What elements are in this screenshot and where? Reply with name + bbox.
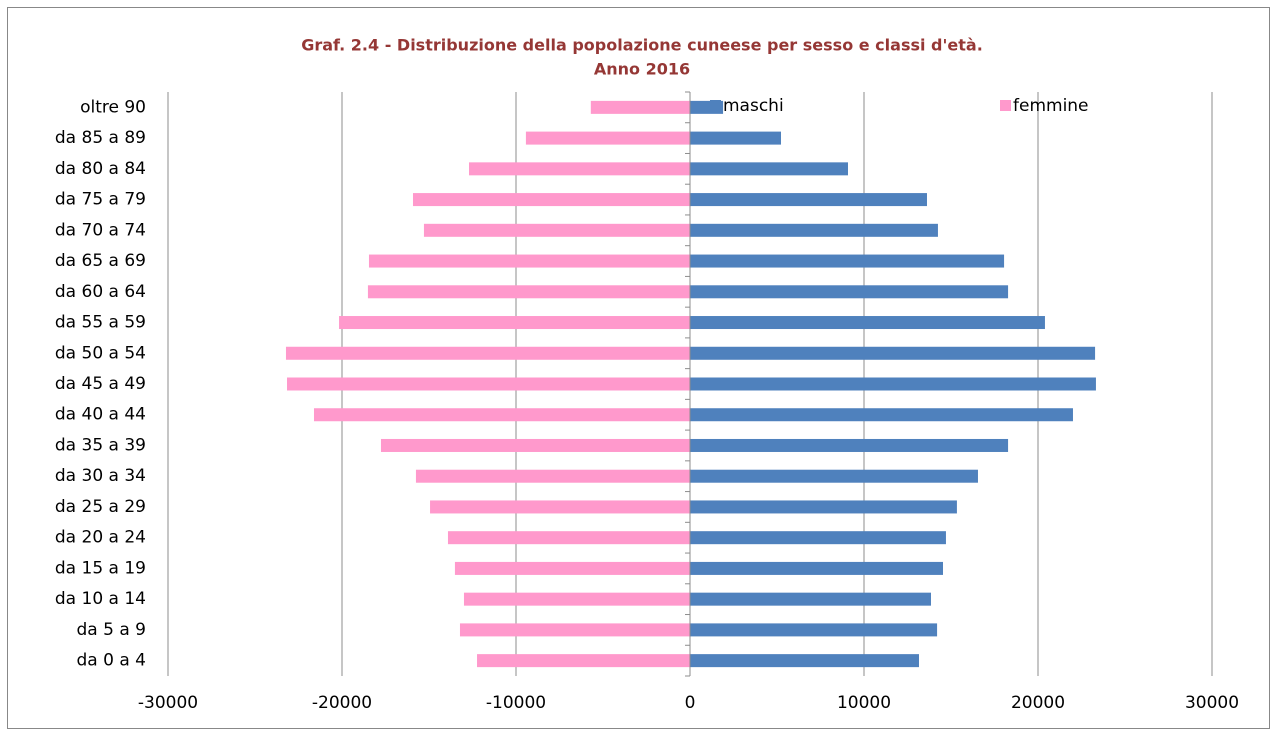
y-tick-label: da 60 a 64 — [55, 282, 146, 302]
bar — [690, 131, 782, 145]
y-tick-label: da 35 a 39 — [55, 435, 146, 455]
y-tick-label: da 85 a 89 — [55, 128, 146, 148]
y-tick-label: da 10 a 14 — [55, 589, 146, 609]
x-tick-label: -10000 — [486, 693, 546, 713]
bar — [454, 561, 690, 575]
y-tick-label: da 5 a 9 — [77, 620, 146, 640]
bar — [415, 469, 690, 483]
bar — [463, 592, 690, 606]
y-tick-label: da 50 a 54 — [55, 343, 146, 363]
bar — [412, 193, 690, 207]
bar — [313, 408, 690, 422]
y-tick-label: da 70 a 74 — [55, 220, 146, 240]
bar — [590, 100, 690, 114]
bar — [690, 408, 1073, 422]
x-tick-label: 0 — [685, 693, 696, 713]
y-tick-label: da 25 a 29 — [55, 497, 146, 517]
bar — [423, 223, 690, 237]
chart-title: Anno 2016 — [594, 60, 690, 79]
bar — [690, 500, 957, 514]
bar — [690, 162, 848, 176]
bar — [690, 254, 1005, 268]
bar — [380, 438, 690, 452]
bar — [690, 285, 1009, 299]
bar — [690, 223, 938, 237]
bar — [690, 561, 943, 575]
chart-frame — [7, 7, 1270, 729]
y-tick-label: da 0 a 4 — [77, 651, 146, 671]
bar — [690, 623, 938, 637]
legend-label: femmine — [1013, 96, 1089, 116]
bar — [525, 131, 690, 145]
bar — [690, 346, 1096, 360]
bar — [339, 316, 690, 330]
chart-title: Graf. 2.4 - Distribuzione della popolazi… — [301, 36, 983, 55]
y-tick-label: da 80 a 84 — [55, 159, 146, 179]
bar — [690, 377, 1096, 391]
legend-swatch — [1000, 100, 1011, 111]
legend-label: maschi — [723, 96, 784, 116]
legend-swatch — [710, 100, 721, 111]
bar — [285, 346, 690, 360]
y-tick-label: da 15 a 19 — [55, 558, 146, 578]
bar — [469, 162, 690, 176]
bar — [690, 469, 978, 483]
bar — [368, 254, 690, 268]
bar — [287, 377, 690, 391]
bar — [430, 500, 690, 514]
y-tick-label: da 40 a 44 — [55, 405, 146, 425]
y-tick-label: da 20 a 24 — [55, 528, 146, 548]
bar — [367, 285, 690, 299]
bar — [477, 654, 690, 668]
y-tick-label: oltre 90 — [80, 97, 146, 117]
y-tick-label: da 45 a 49 — [55, 374, 146, 394]
y-tick-label: da 65 a 69 — [55, 251, 146, 271]
bar — [690, 438, 1009, 452]
bar — [690, 654, 919, 668]
y-tick-label: da 55 a 59 — [55, 313, 146, 333]
bar — [690, 531, 946, 545]
x-tick-label: 20000 — [1011, 693, 1065, 713]
bar — [447, 531, 690, 545]
bar — [690, 592, 931, 606]
x-tick-label: -30000 — [138, 693, 198, 713]
bar — [459, 623, 690, 637]
x-tick-label: 10000 — [837, 693, 891, 713]
y-tick-label: da 30 a 34 — [55, 466, 146, 486]
bar — [690, 316, 1045, 330]
y-tick-label: da 75 a 79 — [55, 190, 146, 210]
x-tick-label: 30000 — [1185, 693, 1239, 713]
x-tick-label: -20000 — [312, 693, 372, 713]
bar — [690, 193, 927, 207]
